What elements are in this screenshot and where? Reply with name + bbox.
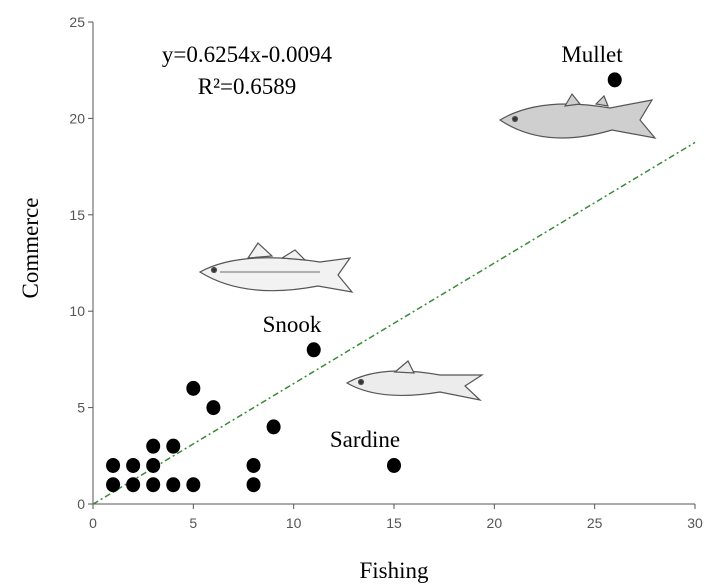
point [387,458,401,473]
point [146,439,160,454]
fish-label: Mullet [561,42,623,67]
y-tick-label: 0 [77,496,85,512]
point [206,400,220,415]
x-tick-label: 20 [487,515,503,531]
x-tick-label: 0 [89,515,97,531]
y-axis-label: Commerce [18,198,43,299]
snook-illustration [200,243,352,292]
point [146,458,160,473]
x-tick-label: 5 [189,515,197,531]
r-squared: R²=0.6589 [198,74,296,99]
y-tick-label: 10 [69,303,85,319]
page: {"chart_data": {"type": "scatter", "x_la… [0,0,705,584]
point [186,381,200,396]
point [126,477,140,492]
fish-label: Snook [263,312,322,337]
x-tick-label: 25 [587,515,603,531]
point [186,477,200,492]
point [106,458,120,473]
point [247,477,261,492]
point [126,458,140,473]
point [267,419,281,434]
y-tick-label: 5 [77,400,85,416]
x-tick-label: 15 [386,515,402,531]
chart: Fishing Commerce y=0.6254x-0.0094 R²=0.6… [0,0,705,584]
point [247,458,261,473]
y-tick-label: 15 [69,207,85,223]
y-tick-label: 25 [69,14,85,30]
x-axis-label: Fishing [359,558,429,583]
mullet-illustration [500,94,655,138]
x-tick-label: 10 [286,515,302,531]
sardine-illustration [347,361,482,400]
point [166,477,180,492]
point [307,342,321,357]
x-tick-label: 30 [687,515,703,531]
point [146,477,160,492]
point [166,439,180,454]
fish-label: Sardine [330,427,400,452]
point [106,477,120,492]
trend-equation: y=0.6254x-0.0094 [162,42,333,67]
point [608,72,622,87]
y-tick-label: 20 [69,110,85,126]
